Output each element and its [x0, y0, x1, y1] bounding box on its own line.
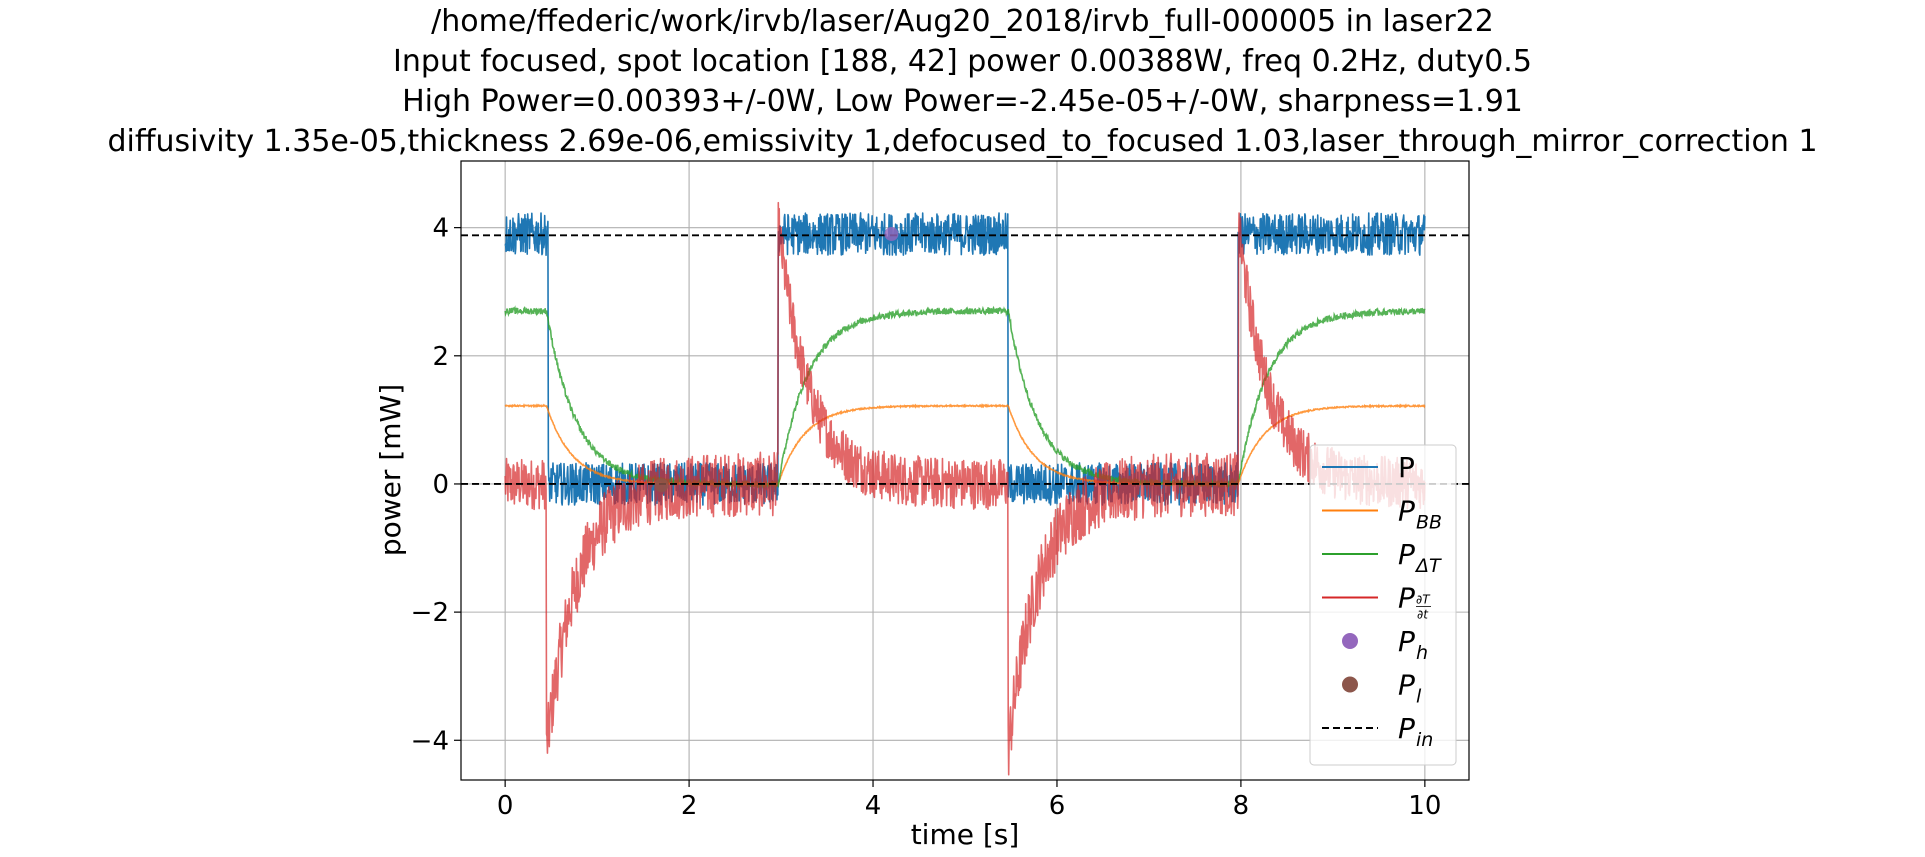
legend-marker-P_l	[1342, 676, 1358, 693]
legend-sub-P_l: l	[1416, 686, 1422, 708]
title-line-3: High Power=0.00393+/-0W, Low Power=-2.45…	[402, 84, 1523, 119]
legend-box	[1309, 444, 1457, 766]
x-tick-label: 0	[497, 791, 514, 821]
y-tick-label: 2	[432, 342, 449, 372]
series-P	[504, 212, 1426, 506]
plot-series	[461, 201, 1469, 776]
title-line-1: /home/ffederic/work/irvb/laser/Aug20_201…	[431, 4, 1494, 39]
legend-sub-P_h: h	[1416, 642, 1428, 664]
x-tick-label: 6	[1049, 791, 1066, 821]
legend-sub-P_ΔT: ΔT	[1414, 555, 1442, 577]
marker-P_h	[884, 227, 899, 242]
series-P_dTdt	[504, 201, 1426, 776]
plot-frame	[460, 160, 1470, 781]
x-axis-label: time [s]	[911, 818, 1020, 851]
marker-P_l	[654, 478, 669, 493]
chart-title: /home/ffederic/work/irvb/laser/Aug20_201…	[0, 2, 1925, 162]
legend-frac-num: ∂T	[1416, 593, 1431, 607]
x-tick-label: 4	[865, 791, 882, 821]
legend-label-P_ΔT: P	[1398, 538, 1415, 571]
legend-label-P_h: P	[1398, 625, 1415, 658]
x-tick-label: 2	[681, 791, 698, 821]
axis-ticks: 0 2 4 6 8 10 −4 −2 0 2 4	[411, 214, 1442, 821]
legend-label-P_BB: P	[1398, 495, 1415, 528]
y-tick-label: −2	[411, 598, 449, 628]
title-line-4: diffusivity 1.35e-05,thickness 2.69e-06,…	[107, 124, 1818, 159]
y-tick-label: −4	[411, 726, 449, 756]
legend-label-P_l: P	[1398, 669, 1415, 702]
y-tick-label: 0	[432, 470, 449, 500]
legend-label-P: P	[1398, 451, 1415, 484]
legend-frac-den: ∂t	[1417, 608, 1429, 622]
legend: PP BBP ΔTP ∂T∂tP hP lP in	[1309, 444, 1457, 766]
x-tick-label: 8	[1233, 791, 1250, 821]
legend-marker-P_h	[1342, 633, 1358, 649]
x-tick-label: 10	[1408, 791, 1441, 821]
series-P_dT	[504, 305, 1426, 490]
y-tick-label: 4	[432, 214, 449, 244]
legend-label-P_in: P	[1398, 712, 1415, 745]
legend-sub-P_BB: BB	[1416, 512, 1442, 534]
legend-sub-P_in: in	[1416, 729, 1433, 751]
legend-label-P_∂T/∂t: P	[1398, 582, 1415, 615]
title-line-2: Input focused, spot location [188, 42] p…	[393, 44, 1532, 79]
y-axis-label: power [mW]	[374, 384, 407, 556]
